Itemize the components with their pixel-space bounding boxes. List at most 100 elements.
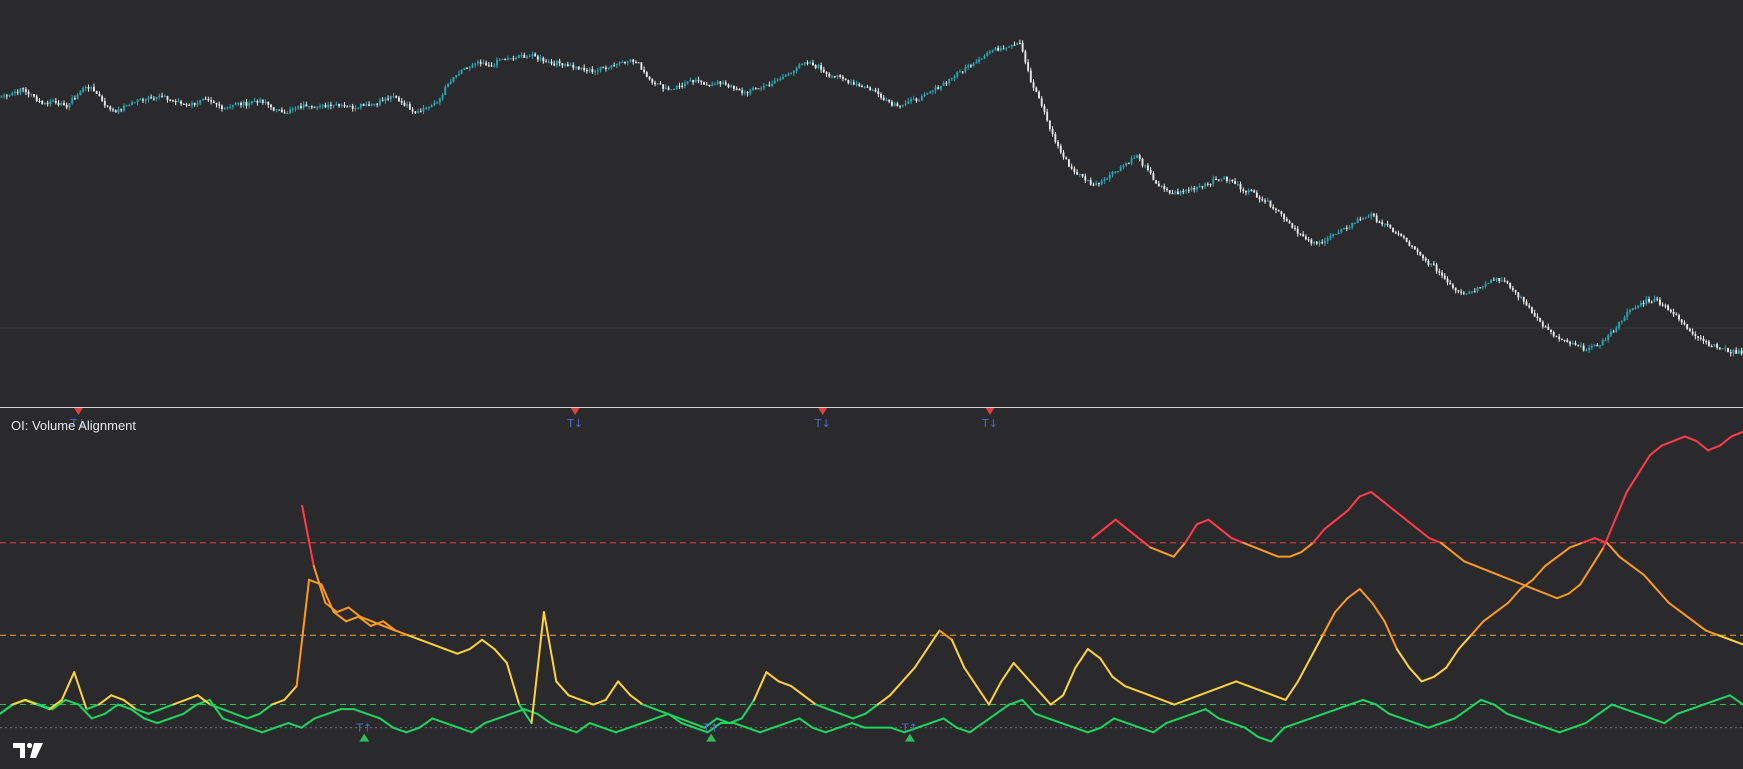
candle [1228,178,1231,185]
indicator-line-segment [1230,722,1246,729]
candle [370,103,373,107]
indicator-line-segment [382,624,397,632]
indicator-line-segment [357,615,372,627]
indicator-line-segment [116,703,133,711]
indicator-line-segment [274,722,290,729]
signal-marker-up[interactable]: T↑ [702,722,719,742]
indicator-line-segment [1191,708,1207,715]
indicator-title[interactable]: OI: Volume Alignment [11,418,137,433]
candle [270,103,272,111]
indicator-line-segment [1137,537,1152,549]
candle [49,98,52,107]
indicator-line-segment [483,717,499,725]
indicator-line-segment [497,712,513,720]
candle [915,97,918,103]
candle [171,99,174,103]
indicator-line-segment [1637,453,1652,475]
candle [1490,279,1493,284]
volume-alignment-indicator-chart[interactable]: T↓ T↓ T↓ T↓ T↑ T↑ T↑ [0,408,1743,769]
candle [455,74,458,79]
indicator-line-segment [1288,551,1303,558]
candle [790,72,793,75]
candle [278,109,281,111]
candle [1590,343,1593,351]
candle [19,87,22,96]
indicator-line-segment [313,712,329,720]
indicator-line-segment [1414,722,1430,729]
signal-marker-up[interactable]: T↑ [355,722,372,742]
indicator-line-segment [431,717,447,725]
indicator-line-segment [1259,689,1275,697]
indicator-line-segment [208,698,224,720]
candle [1691,328,1694,336]
candle [542,56,545,64]
signal-marker-down[interactable]: T↓ [814,408,831,430]
candle [583,64,586,73]
candle [139,97,142,101]
candle [711,81,714,87]
candle [651,78,654,85]
candle [1558,333,1561,342]
candle [180,99,183,106]
candle [1076,169,1079,176]
signal-marker-up[interactable]: T↑ [901,722,918,742]
indicator-line-segment [457,726,473,734]
tradingview-logo-icon[interactable] [12,741,44,759]
indicator-line-segment [370,620,385,627]
candle [471,62,474,69]
price-chart-pane[interactable] [0,0,1743,407]
candle [359,103,362,110]
candle [1683,320,1686,326]
indicator-line-segment [1204,708,1220,720]
signal-marker-down[interactable]: T↓ [69,408,86,430]
candle [1125,162,1128,167]
indicator-line-segment [1149,546,1163,554]
indicator-line-segment [555,680,570,697]
indicator-line-segment [283,685,298,701]
pane-divider[interactable] [0,407,1743,408]
indicator-line-segment [1718,435,1733,447]
candle [700,80,703,85]
indicator-line-segment [431,643,447,651]
candle [1525,299,1528,306]
candle [1155,179,1158,184]
signal-marker-down[interactable]: T↓ [981,408,998,430]
candle [874,87,877,93]
indicator-line-segment [1257,735,1273,743]
candle [1005,47,1008,52]
indicator-line-segment [1008,698,1024,706]
indicator-line-segment [903,726,919,734]
candle [1620,319,1623,325]
candle [643,66,646,74]
indicator-line-segment [1405,518,1419,530]
candle [792,70,795,77]
candle [1236,180,1239,187]
candle [1438,268,1441,276]
indicator-line-segment [1111,675,1126,688]
candle [1737,348,1740,355]
candle [1081,173,1084,178]
candle [142,97,144,104]
candle [112,107,114,112]
candle [354,104,357,112]
candle [1310,238,1313,246]
candle [877,88,880,98]
candle [836,74,839,80]
signal-marker-down[interactable]: T↓ [566,408,583,430]
price-candlestick-chart[interactable] [0,0,1743,407]
indicator-line-segment [248,726,264,734]
indicator-line-segment [1457,634,1473,651]
indicator-line-segment [195,698,211,706]
signal-marker-label: T↑ [901,722,918,735]
indicator-line-segment [1519,717,1535,725]
candle [580,67,583,71]
indicator-line-segment [301,504,315,567]
candle [324,102,327,109]
triangle-up-icon [359,733,370,742]
candle [166,95,169,103]
candle [591,66,594,74]
candle [1669,308,1672,314]
candle [1059,143,1062,155]
indicator-pane[interactable]: T↓ T↓ T↓ T↓ T↑ T↑ T↑ OI: Volume Alignment [0,408,1743,769]
candle [1457,290,1460,294]
